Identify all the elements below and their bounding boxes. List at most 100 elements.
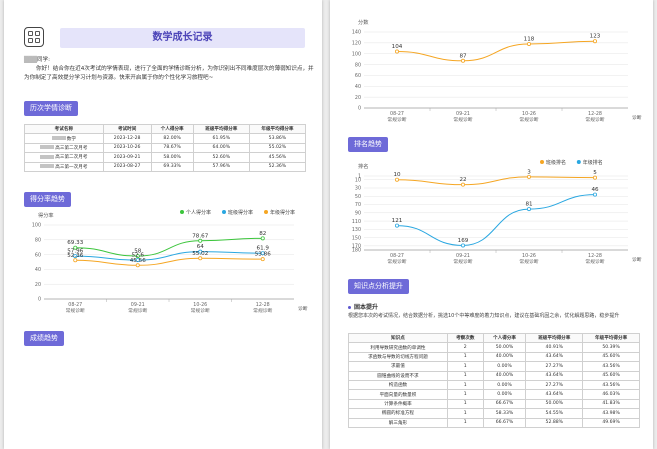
x-tick-label: 08-27 <box>68 302 82 308</box>
x-tick-label: 常规诊断 <box>519 258 538 265</box>
knowledge-table: 知识点 考察次数 个人得分率 班级平均得分率 年级平均得分率 利用导数研究函数的单调性 2… <box>348 332 640 428</box>
x-axis-label: 诊断 <box>632 256 642 263</box>
data-point <box>395 223 400 228</box>
x-axis-label: 诊断 <box>632 114 642 121</box>
data-point <box>135 263 140 268</box>
table-cell: 54.55% <box>525 408 584 419</box>
data-point <box>592 175 597 180</box>
table-cell: 1 <box>446 417 484 428</box>
table-cell: 45.56% <box>248 152 307 163</box>
knowledge-header-cell: 知识点 <box>348 332 448 344</box>
y-tick-label: 90 <box>355 210 361 216</box>
table-cell: 27.27% <box>525 379 584 391</box>
table-cell: 82.00% <box>150 133 194 144</box>
exam-name-cell: 高三第一次月考 <box>24 161 104 172</box>
y-tick-label: 170 <box>352 244 361 250</box>
data-label: 57.96 <box>67 249 83 255</box>
x-tick-label: 10-26 <box>522 253 536 259</box>
table-cell: 2023-08-27 <box>102 161 152 172</box>
exam-name: 高三第一次月考 <box>55 164 88 170</box>
series-line <box>396 176 596 186</box>
data-label: 52.36 <box>67 253 83 259</box>
knowledge-description: 根据您本次的考试情况，结合数据分析，挑选10个中等难度的着力知识点，建议在基础巩… <box>348 313 620 319</box>
table-cell: 57.96% <box>192 161 250 172</box>
data-point <box>260 251 265 256</box>
x-tick-label: 09-21 <box>456 253 470 259</box>
table-cell: 40.00% <box>482 351 527 363</box>
data-point <box>198 256 203 261</box>
section-score-trend: 得分率趋势 <box>24 192 71 207</box>
section-knowledge: 知识点分析提升 <box>348 279 409 294</box>
y-tick-label: 100 <box>32 223 41 229</box>
table-cell: 55.02% <box>248 142 307 154</box>
redacted-name: ███ <box>24 57 37 63</box>
table-cell: 1 <box>446 379 484 391</box>
redacted-block <box>40 145 55 150</box>
table-cell: 58.00% <box>150 152 194 163</box>
data-label: 104 <box>392 44 403 50</box>
y-axis-label: 分数 <box>358 18 369 26</box>
x-tick-label: 常规诊断 <box>519 116 538 123</box>
exam-name-cell: 高三第二次月考 <box>24 142 104 154</box>
table-cell: 43.56% <box>582 379 640 391</box>
data-point <box>592 192 597 197</box>
x-tick-label: 12-28 <box>256 302 270 308</box>
x-axis-label: 诊断 <box>298 305 308 312</box>
legend-marker <box>264 210 268 214</box>
table-cell: 45.60% <box>582 370 640 381</box>
table-row: 高三第二次月考 2023-10-26 78.67% 64.00% 55.02% <box>24 142 307 154</box>
exam-name-cell: 数学 <box>24 133 104 144</box>
data-label: 52.6 <box>132 253 145 259</box>
legend-label: 个人得分率 <box>186 209 211 216</box>
table-cell: 2023-12-28 <box>102 133 152 144</box>
data-label: 64 <box>197 244 205 250</box>
x-tick-label: 10-26 <box>522 111 536 117</box>
legend-label: 班级得分率 <box>228 209 253 216</box>
table-row: 构造函数 1 0.00% 27.27% 43.56% <box>348 379 640 391</box>
data-point <box>260 236 265 241</box>
data-point <box>526 174 531 179</box>
legend-label: 年级得分率 <box>270 209 295 216</box>
table-cell: 解三角形 <box>348 417 448 428</box>
series-line <box>75 251 263 261</box>
x-tick-label: 09-21 <box>456 111 470 117</box>
data-point <box>395 49 400 54</box>
history-header-cell: 班级平均得分率 <box>192 123 250 135</box>
table-cell: 53.86% <box>248 133 307 144</box>
table-cell: 50.00% <box>482 342 527 353</box>
table-cell: 69.33% <box>150 161 194 172</box>
table-row: 高三第一次月考 2023-08-27 69.33% 57.96% 52.36% <box>24 161 307 172</box>
data-label: 121 <box>392 218 403 224</box>
data-label: 87 <box>459 53 467 59</box>
data-point <box>592 39 597 44</box>
y-tick-label: 10 <box>355 177 361 183</box>
report-page-2: 分数 0 20 40 60 80 100 120 140 08-27 常规诊断 09-21 常规诊断 10… <box>330 0 653 449</box>
series-line <box>75 237 263 257</box>
table-cell: 66.67% <box>482 417 527 428</box>
table-cell: 2023-10-26 <box>102 142 152 154</box>
x-tick-label: 12-28 <box>588 253 602 259</box>
data-label: 46 <box>591 187 599 193</box>
table-cell: 61.95% <box>192 133 250 144</box>
table-row: 解三角形 1 66.67% 52.88% 49.69% <box>348 417 640 428</box>
legend-marker <box>540 160 544 164</box>
table-cell: 52.88% <box>525 417 584 428</box>
y-tick-label: 40 <box>35 267 41 273</box>
y-tick-label: 1 <box>358 174 361 180</box>
data-label: 78.67 <box>192 233 208 239</box>
x-tick-label: 常规诊断 <box>453 116 472 123</box>
y-tick-label: 20 <box>355 95 361 101</box>
x-tick-label: 常规诊断 <box>585 116 604 123</box>
table-cell: 43.98% <box>582 408 640 419</box>
knowledge-header-cell: 年级平均得分率 <box>582 332 640 344</box>
table-row: 利用导数研究函数的单调性 2 50.00% 40.91% 50.39% <box>348 342 640 353</box>
y-tick-label: 120 <box>352 41 361 47</box>
table-row: 圆锥曲线的设而不求 1 40.00% 43.64% 45.60% <box>348 370 640 381</box>
table-cell: 58.33% <box>482 408 527 419</box>
table-cell: 40.00% <box>482 370 527 381</box>
data-point <box>198 249 203 254</box>
data-point <box>526 41 531 46</box>
y-tick-label: 150 <box>352 235 361 241</box>
table-cell: 计算条件概率 <box>348 398 448 410</box>
data-point <box>73 254 78 259</box>
